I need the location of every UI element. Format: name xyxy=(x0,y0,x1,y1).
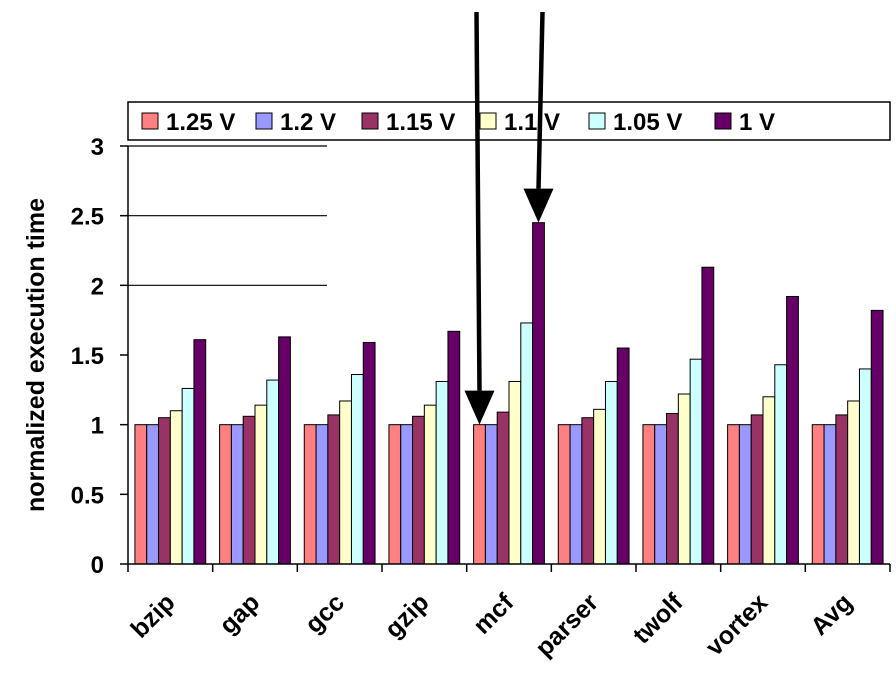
bar xyxy=(339,400,352,565)
x-tick-label: gap xyxy=(214,588,265,639)
y-tick-label: 2.5 xyxy=(71,204,104,231)
legend-swatch xyxy=(361,112,379,130)
bar xyxy=(435,380,449,565)
legend-swatch xyxy=(588,112,606,130)
x-tick-label: twolf xyxy=(628,588,690,650)
bars xyxy=(134,222,884,565)
bar xyxy=(593,408,606,565)
arrow-mcf-high-shaft xyxy=(536,11,545,189)
y-axis-label: normalized execution time xyxy=(22,198,50,512)
bar xyxy=(835,414,849,565)
bar xyxy=(557,424,571,565)
legend: 1.25 V 1.2 V 1.15 V 1.1 V 1.05 V 1 V xyxy=(127,101,891,141)
legend-box xyxy=(127,101,891,141)
bar xyxy=(158,417,171,565)
y-tick-label: 0 xyxy=(91,552,104,579)
bar xyxy=(327,414,341,565)
bar xyxy=(750,414,764,565)
y-tick-label: 1 xyxy=(91,413,104,440)
bar xyxy=(230,424,244,565)
x-tick-labels: bzip gap gcc gzip mcf parser twolf vortex Avg xyxy=(125,588,857,662)
annotation-arrows xyxy=(464,11,554,425)
legend-label: 1.25 V xyxy=(166,109,235,136)
legend-label: 1.05 V xyxy=(613,109,682,136)
bar xyxy=(219,424,232,565)
bar xyxy=(146,424,160,565)
arrow-mcf-low-head xyxy=(464,390,495,425)
bar xyxy=(254,404,268,565)
legend-swatch xyxy=(255,112,273,130)
legend-swatch xyxy=(141,112,159,130)
bar xyxy=(484,424,498,565)
bar xyxy=(496,411,510,565)
bar xyxy=(738,424,752,565)
bar xyxy=(786,295,799,565)
bar xyxy=(701,266,715,565)
bar xyxy=(811,424,825,565)
bar xyxy=(278,336,291,565)
bar xyxy=(727,424,740,565)
bar xyxy=(134,424,148,565)
x-tick-label: Avg xyxy=(805,588,858,641)
x-tick-label: gcc xyxy=(300,588,350,638)
bar xyxy=(762,396,776,565)
bar xyxy=(616,347,630,565)
bar xyxy=(520,322,534,565)
x-tick-label: mcf xyxy=(468,588,520,640)
legend-swatch xyxy=(479,112,497,130)
bar xyxy=(654,424,668,565)
bar xyxy=(677,393,691,565)
bar xyxy=(423,404,437,565)
bar xyxy=(532,222,545,565)
bar xyxy=(447,330,461,565)
bar xyxy=(412,415,425,565)
bar xyxy=(847,400,860,565)
legend-label: 1.1 V xyxy=(504,109,560,136)
y-tick-label: 1.5 xyxy=(71,343,104,370)
bar xyxy=(858,368,872,565)
y-tick-label: 2 xyxy=(91,273,104,300)
x-tick-label: gzip xyxy=(379,588,434,643)
bar xyxy=(315,424,329,565)
bar xyxy=(508,380,522,565)
bar xyxy=(350,374,364,565)
bar xyxy=(870,309,884,565)
bar xyxy=(242,415,256,565)
axes xyxy=(120,145,891,572)
legend-swatch xyxy=(714,112,732,130)
bar xyxy=(193,339,207,565)
legend-label: 1.2 V xyxy=(280,109,336,136)
bar xyxy=(266,379,280,565)
bar xyxy=(581,417,595,565)
arrow-mcf-low-shaft xyxy=(474,11,482,391)
gridlines xyxy=(128,145,327,286)
bar xyxy=(604,380,618,565)
bar xyxy=(181,387,195,565)
legend-label: 1 V xyxy=(739,109,775,136)
bar xyxy=(666,413,679,565)
bar xyxy=(823,424,837,565)
x-tick-label: vortex xyxy=(700,588,773,661)
bar xyxy=(689,358,703,565)
legend-label: 1.15 V xyxy=(386,109,455,136)
bar xyxy=(388,424,402,565)
bar xyxy=(473,424,486,565)
x-tick-label: bzip xyxy=(125,588,180,643)
bar xyxy=(400,424,414,565)
bar xyxy=(642,424,656,565)
y-tick-labels: 0 0.5 1 1.5 2 2.5 3 xyxy=(71,134,104,579)
bar xyxy=(569,424,583,565)
bar xyxy=(303,424,317,565)
bar xyxy=(362,341,376,565)
arrow-mcf-high-head xyxy=(523,188,554,223)
bar xyxy=(774,364,788,565)
bar xyxy=(169,410,183,565)
y-tick-label: 3 xyxy=(91,134,104,161)
x-tick-label: parser xyxy=(530,588,604,662)
y-tick-label: 0.5 xyxy=(71,482,104,509)
